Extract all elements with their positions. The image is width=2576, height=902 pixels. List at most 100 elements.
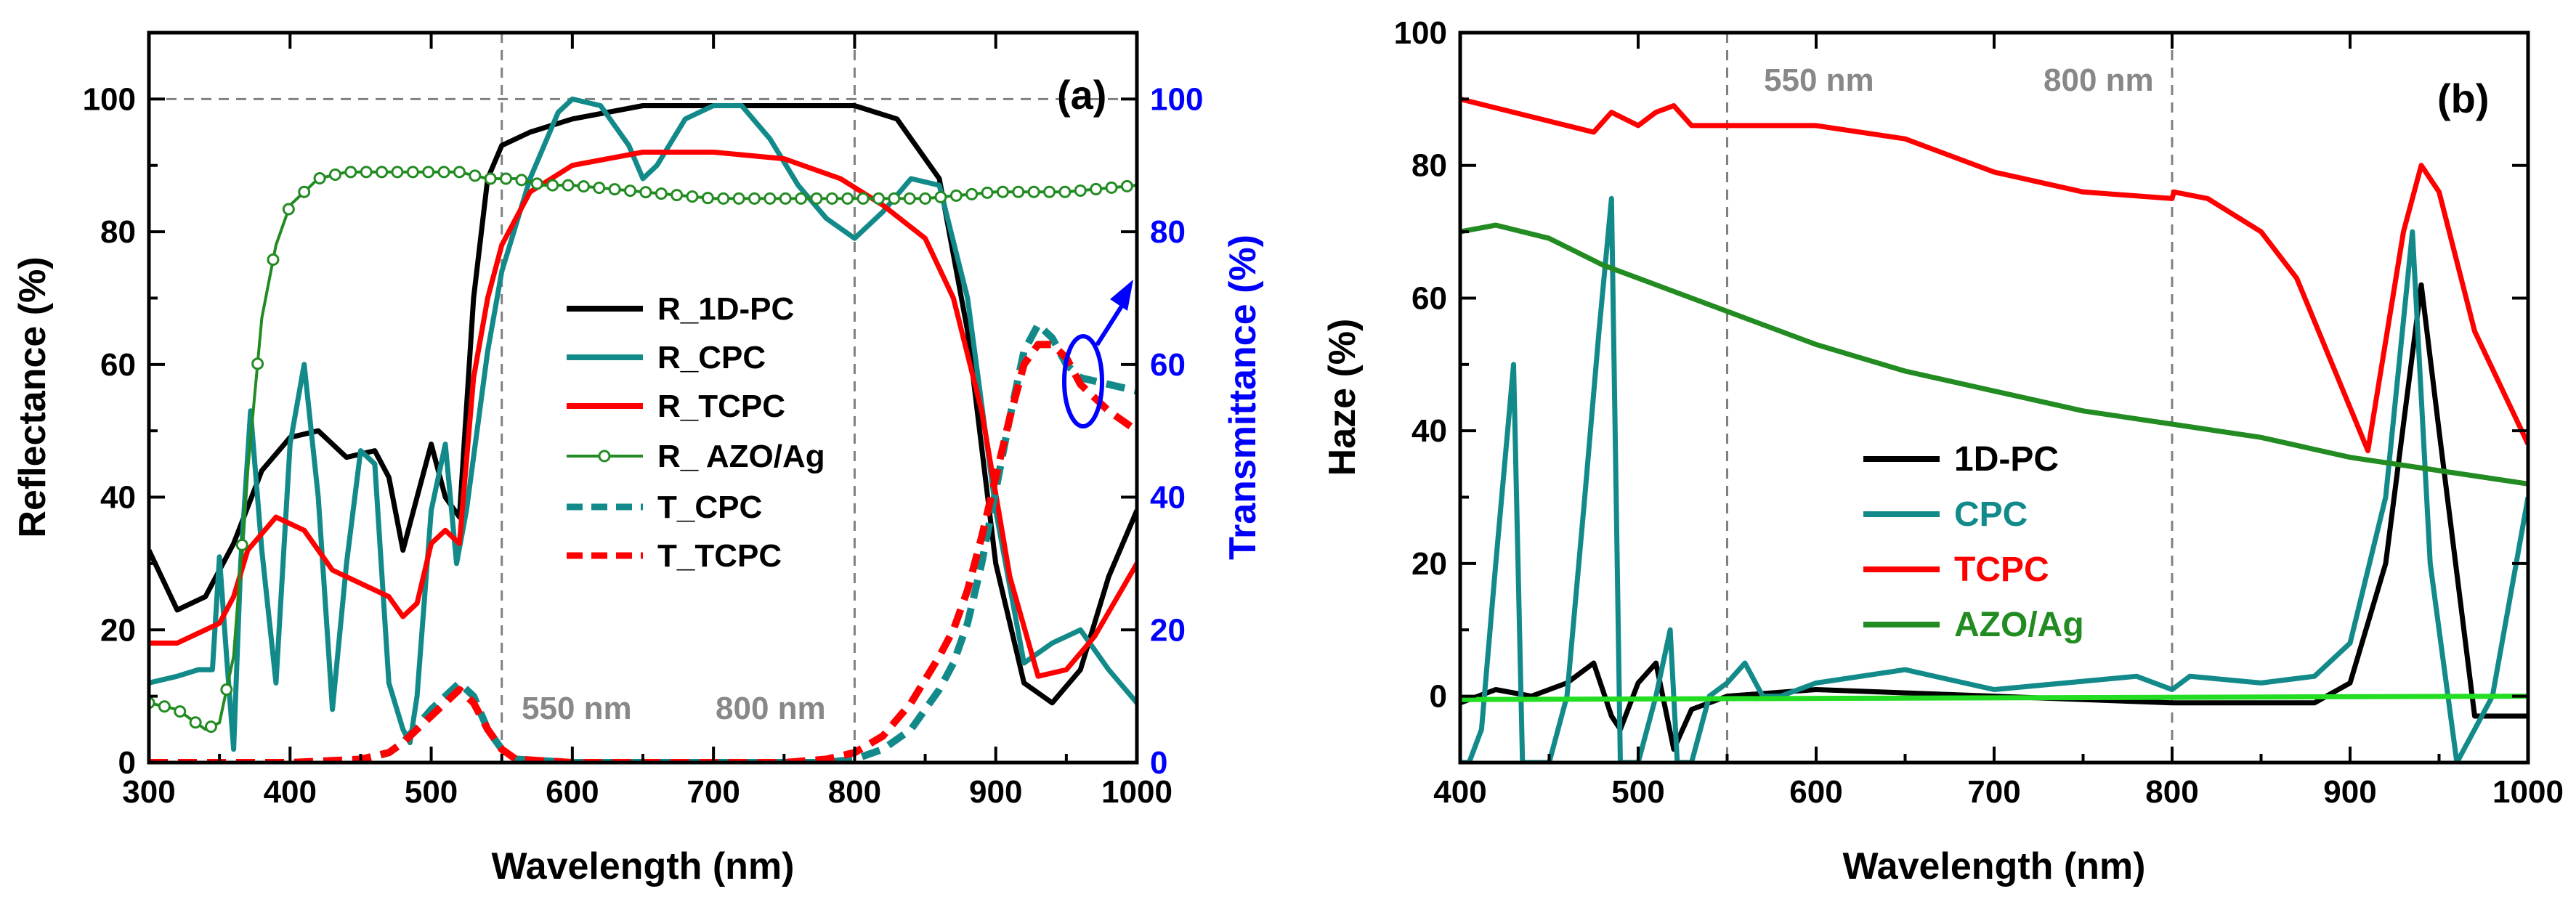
marker-r-azo-ag-a [593, 182, 606, 195]
legend-entry-tcpc: TCPC [1863, 550, 2049, 589]
series-baseline-b [1460, 694, 2528, 702]
y-axis-label-right-a: Transmittance (%) [1222, 235, 1264, 560]
legend-label-r-azo-ag: R_ AZO/Ag [657, 439, 825, 474]
marker-r-azo-ag-a [515, 174, 528, 187]
legend-entry-r-azo-ag: R_ AZO/Ag [567, 439, 825, 474]
marker-r-azo-ag-a [934, 190, 947, 203]
y-axis-label-b: Haze (%) [1321, 319, 1364, 476]
marker-r-azo-ag-a [608, 183, 621, 196]
marker-r-azo-ag-a [422, 166, 435, 179]
marker-r-azo-ag-a [500, 172, 513, 185]
marker-r-azo-ag-a [919, 192, 932, 205]
annotation-550nm-b: 550 nm [1764, 62, 1874, 98]
panel-a-markers [149, 166, 1133, 734]
legend-label-r-tcpc: R_TCPC [657, 389, 785, 424]
marker-r-azo-ag-a [655, 187, 668, 200]
legend-entry-r-tcpc: R_TCPC [567, 389, 785, 424]
legend-label-r-1d-pc: R_1D-PC [657, 291, 794, 327]
x-axis-label-b: Wavelength (nm) [1843, 845, 2146, 887]
x-tick-label-a: 500 [405, 774, 458, 810]
marker-r-azo-ag-a [856, 192, 870, 205]
marker-r-azo-ag-a [1058, 185, 1072, 198]
marker-r-azo-ag-a [453, 166, 466, 179]
panel-a-label: (a) [1057, 72, 1106, 118]
marker-r-azo-ag-a [328, 168, 341, 182]
marker-r-azo-ag-a [282, 203, 295, 216]
y-tick-label-b: 20 [1411, 546, 1447, 582]
y-tick-label-right-a: 100 [1150, 81, 1203, 117]
marker-r-azo-ag-a [949, 189, 963, 202]
x-tick-label-a: 600 [546, 774, 599, 810]
indicator-arrowhead [1110, 280, 1133, 311]
legend-label-t-cpc: T_CPC [657, 489, 762, 525]
marker-r-azo-ag-a [577, 180, 590, 193]
x-tick-label-a: 900 [969, 774, 1022, 810]
marker-r-azo-ag-a [174, 705, 187, 718]
marker-r-azo-ag-a [903, 192, 916, 205]
marker-r-azo-ag-a [996, 185, 1009, 198]
marker-r-azo-ag-a [298, 185, 311, 198]
marker-r-azo-ag-a [1043, 185, 1056, 198]
x-tick-label-a: 400 [264, 774, 317, 810]
marker-r-azo-ag-a [360, 166, 373, 179]
panel-a-ticks: 300 400 500 600 700 800 900 1000020406080100020… [83, 31, 1203, 810]
x-tick-label-b: 900 [2323, 774, 2376, 810]
y-tick-label-a: 100 [83, 81, 136, 117]
legend-label-azo-ag: AZO/Ag [1954, 606, 2084, 644]
marker-r-azo-ag-a [639, 186, 652, 199]
legend-label-tcpc: TCPC [1954, 550, 2049, 589]
series-cpc-b [1460, 195, 2528, 763]
x-axis-label-a: Wavelength (nm) [492, 845, 795, 887]
marker-r-azo-ag-a [624, 184, 637, 198]
marker-r-azo-ag-a [764, 192, 777, 205]
y-tick-label-a: 40 [100, 480, 136, 516]
marker-r-azo-ag-a [530, 177, 543, 190]
x-tick-label-a: 700 [686, 774, 740, 810]
legend-entry-t-cpc: T_CPC [567, 489, 762, 525]
legend-label-t-tcpc: T_TCPC [657, 538, 782, 574]
panel-b-label: (b) [2437, 76, 2490, 121]
marker-r-azo-ag-a [189, 716, 202, 729]
legend-label-r-cpc: R_CPC [657, 340, 766, 375]
indicator-ellipse [1062, 334, 1104, 428]
marker-r-azo-ag-a [965, 187, 979, 200]
legend-entry-r-cpc: R_CPC [567, 340, 766, 375]
y-tick-label-right-a: 60 [1150, 347, 1186, 383]
marker-r-azo-ag-a [1105, 181, 1118, 194]
indicator-arrow [1095, 304, 1125, 346]
x-tick-label-a: 300 [122, 774, 175, 810]
marker-r-azo-ag-a [220, 683, 233, 696]
y-tick-label-a: 60 [100, 347, 136, 383]
y-tick-label-a: 20 [100, 612, 136, 648]
marker-r-azo-ag-a [1012, 185, 1025, 198]
marker-r-azo-ag-a [1120, 179, 1133, 192]
marker-r-azo-ag-a [484, 172, 497, 185]
series-azo-ag-b [1460, 222, 2528, 487]
y-tick-label-right-a: 0 [1150, 745, 1167, 781]
y-tick-label-a: 80 [100, 214, 136, 250]
y-tick-label-a: 0 [118, 745, 136, 781]
marker-r-azo-ag-a [701, 192, 714, 205]
marker-r-azo-ag-a [344, 166, 357, 179]
marker-r-azo-ag-a [204, 720, 217, 734]
marker-r-azo-ag-a [158, 700, 171, 713]
series-r-tcpc-a [149, 150, 1137, 679]
y-tick-label-b: 0 [1430, 679, 1447, 715]
marker-r-azo-ag-a [437, 166, 450, 179]
legend-label-cpc: CPC [1954, 495, 2028, 534]
x-tick-label-b: 800 [2145, 774, 2198, 810]
panel-a-lines [149, 33, 1137, 763]
x-tick-label-b: 400 [1433, 774, 1486, 810]
legend-label-1d-pc: 1D-PC [1954, 440, 2059, 479]
marker-r-azo-ag-a [732, 192, 745, 205]
series-tcpc-b [1460, 97, 2528, 454]
marker-r-azo-ag-a [671, 189, 684, 202]
legend-entry-r-1d-pc: R_1D-PC [567, 291, 794, 327]
legend-entry-t-tcpc: T_TCPC [567, 538, 782, 574]
marker-r-azo-ag-a [810, 192, 823, 205]
panel-b-lines [1460, 33, 2528, 763]
y-tick-label-b: 60 [1411, 280, 1447, 316]
marker-r-azo-ag-a [981, 186, 994, 199]
marker-r-azo-ag-a [1074, 184, 1087, 197]
marker-r-azo-ag-a [376, 166, 389, 179]
